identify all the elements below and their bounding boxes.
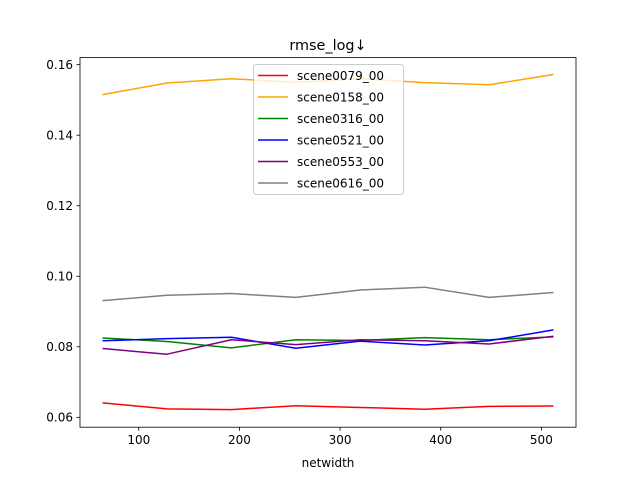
series-layer (102, 73, 554, 411)
x-tick-label: 100 (127, 433, 150, 447)
legend-label-scene0521_00: scene0521_00 (297, 133, 384, 147)
legend-label-scene0316_00: scene0316_00 (297, 112, 384, 126)
legend-label-scene0553_00: scene0553_00 (297, 155, 384, 169)
x-axis-label: netwidth (302, 456, 355, 470)
series-line-scene0553_00 (102, 335, 554, 355)
x-axis: 100 200 300 400 500 (127, 427, 553, 447)
legend-label-scene0158_00: scene0158_00 (297, 90, 384, 104)
x-tick-label: 300 (329, 433, 352, 447)
series-line-scene0316_00 (102, 336, 554, 349)
legend: scene0079_00 scene0158_00 scene0316_00scen… (253, 64, 404, 195)
x-tick-label: 400 (429, 433, 452, 447)
series-line-scene0521_00 (102, 329, 554, 349)
legend-label-scene0079_00: scene0079_00 (297, 69, 384, 83)
x-tick-label: 500 (530, 433, 553, 447)
y-tick-label: 0.12 (46, 199, 73, 213)
x-tick-label: 200 (228, 433, 251, 447)
series-line-scene0079_00 (102, 402, 554, 411)
legend-box (253, 64, 404, 195)
y-tick-label: 0.10 (46, 270, 73, 284)
series-line-scene0616_00 (102, 286, 554, 302)
y-axis: 0.06 0.08 0.10 0.12 0.14 0.16 (46, 58, 80, 425)
y-tick-label: 0.08 (46, 340, 73, 354)
legend-label-scene0616_00: scene0616_00 (297, 176, 384, 190)
y-tick-label: 0.14 (46, 128, 73, 142)
y-tick-label: 0.16 (46, 58, 73, 72)
plot-frame (79, 57, 577, 428)
y-tick-label: 0.06 (46, 411, 73, 425)
chart-title: rmse_log↓ (289, 38, 366, 54)
